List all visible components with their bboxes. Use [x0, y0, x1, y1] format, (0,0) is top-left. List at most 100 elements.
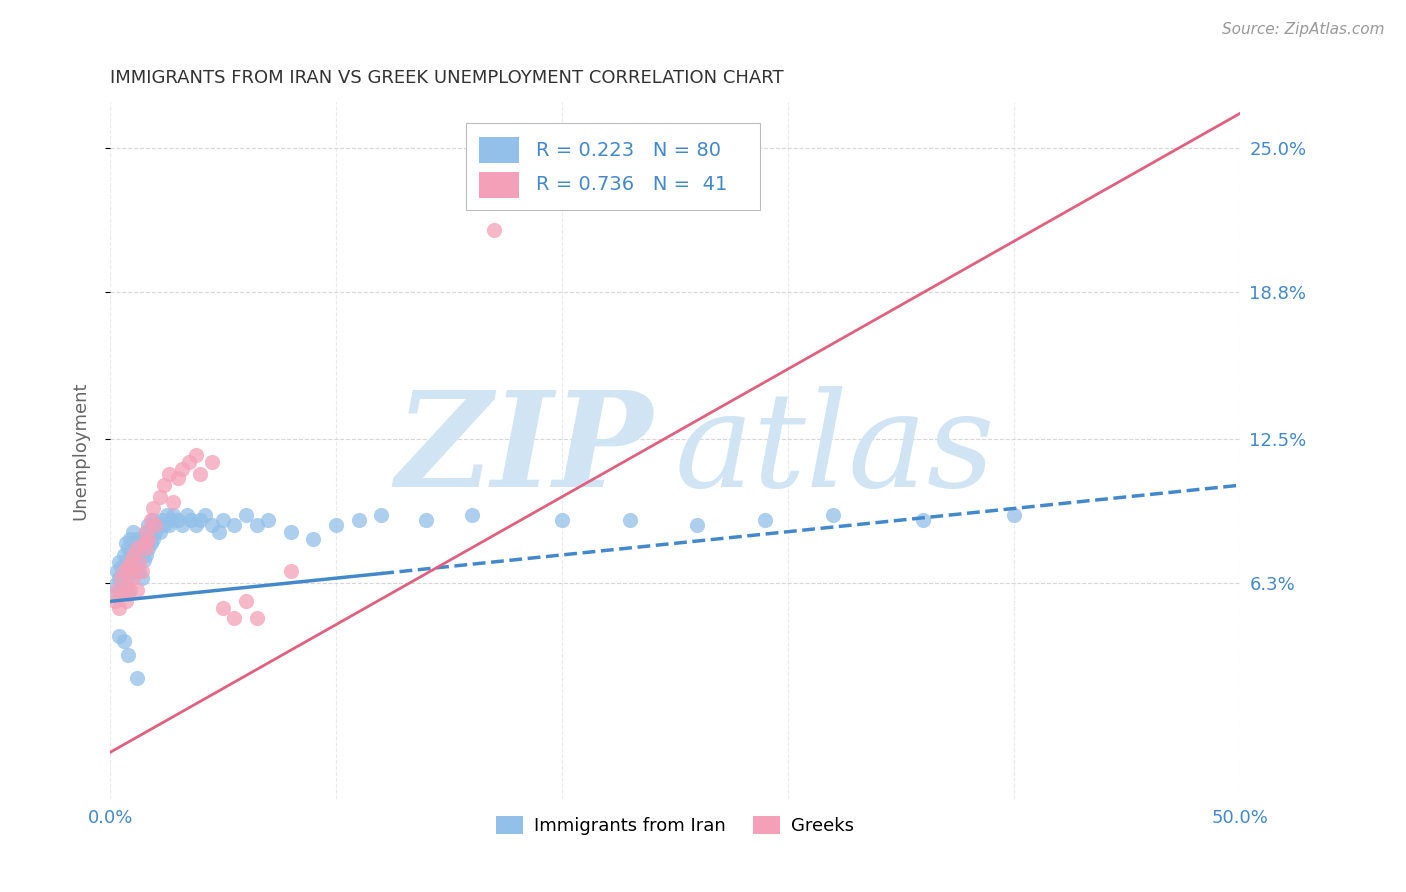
- Point: [135, 541, 157, 555]
- Point: [108, 601, 131, 615]
- Point: [302, 532, 325, 546]
- Point: [127, 532, 149, 546]
- Point: [110, 559, 132, 574]
- Point: [117, 571, 139, 585]
- Point: [157, 467, 180, 481]
- FancyBboxPatch shape: [465, 123, 759, 210]
- Point: [143, 524, 166, 539]
- Point: [110, 587, 132, 601]
- Point: [131, 571, 153, 585]
- Point: [166, 471, 188, 485]
- Point: [325, 517, 347, 532]
- Point: [201, 517, 224, 532]
- Point: [138, 532, 160, 546]
- Point: [686, 517, 709, 532]
- Point: [180, 513, 202, 527]
- Text: atlas: atlas: [675, 386, 995, 515]
- Point: [110, 571, 132, 585]
- Point: [912, 513, 935, 527]
- Point: [117, 587, 139, 601]
- Point: [117, 648, 139, 662]
- Point: [104, 578, 127, 592]
- Point: [128, 555, 150, 569]
- Point: [127, 555, 149, 569]
- Point: [121, 524, 143, 539]
- Point: [132, 532, 155, 546]
- Point: [179, 455, 201, 469]
- Text: R = 0.736   N =  41: R = 0.736 N = 41: [536, 176, 727, 194]
- Point: [172, 517, 194, 532]
- Text: ZIP: ZIP: [395, 386, 652, 515]
- Point: [153, 478, 176, 492]
- FancyBboxPatch shape: [479, 136, 519, 163]
- Point: [108, 571, 131, 585]
- Point: [115, 594, 138, 608]
- Point: [143, 517, 166, 532]
- Point: [132, 552, 155, 566]
- Point: [115, 536, 138, 550]
- Point: [121, 541, 143, 555]
- Point: [135, 524, 157, 539]
- Point: [235, 594, 257, 608]
- Point: [176, 508, 198, 523]
- Point: [124, 536, 146, 550]
- Point: [1002, 508, 1025, 523]
- Legend: Immigrants from Iran, Greeks: Immigrants from Iran, Greeks: [489, 808, 860, 842]
- Point: [166, 513, 188, 527]
- Point: [112, 633, 135, 648]
- Point: [127, 671, 149, 685]
- Point: [235, 508, 257, 523]
- Point: [120, 559, 142, 574]
- Point: [124, 559, 146, 574]
- Point: [127, 582, 149, 597]
- Point: [138, 541, 160, 555]
- Point: [131, 564, 153, 578]
- Point: [153, 517, 176, 532]
- Point: [138, 517, 160, 532]
- Point: [194, 508, 217, 523]
- Point: [115, 555, 138, 569]
- Point: [172, 462, 194, 476]
- Point: [155, 508, 177, 523]
- Point: [120, 582, 142, 597]
- Point: [110, 575, 132, 590]
- Point: [149, 524, 172, 539]
- Point: [207, 524, 229, 539]
- Point: [754, 513, 776, 527]
- Point: [370, 508, 392, 523]
- Point: [280, 524, 302, 539]
- Point: [162, 508, 184, 523]
- Point: [142, 532, 165, 546]
- Point: [117, 541, 139, 555]
- Point: [415, 513, 437, 527]
- Point: [135, 548, 157, 562]
- Point: [201, 455, 224, 469]
- Point: [121, 548, 143, 562]
- Point: [460, 508, 482, 523]
- Point: [224, 517, 246, 532]
- Point: [246, 610, 269, 624]
- Point: [150, 513, 173, 527]
- Point: [190, 467, 212, 481]
- Point: [132, 536, 155, 550]
- Point: [115, 564, 138, 578]
- Text: R = 0.223   N = 80: R = 0.223 N = 80: [536, 141, 721, 160]
- Point: [104, 594, 127, 608]
- Point: [190, 513, 212, 527]
- Point: [112, 564, 135, 578]
- Point: [142, 501, 165, 516]
- Point: [120, 548, 142, 562]
- Point: [105, 564, 128, 578]
- Point: [224, 610, 246, 624]
- Y-axis label: Unemployment: Unemployment: [72, 381, 89, 520]
- Point: [142, 513, 165, 527]
- Text: IMMIGRANTS FROM IRAN VS GREEK UNEMPLOYMENT CORRELATION CHART: IMMIGRANTS FROM IRAN VS GREEK UNEMPLOYME…: [110, 69, 783, 87]
- Text: Source: ZipAtlas.com: Source: ZipAtlas.com: [1222, 22, 1385, 37]
- FancyBboxPatch shape: [479, 171, 519, 198]
- Point: [212, 601, 235, 615]
- Point: [135, 524, 157, 539]
- Point: [551, 513, 574, 527]
- Point: [212, 513, 235, 527]
- Point: [482, 223, 505, 237]
- Point: [157, 517, 180, 532]
